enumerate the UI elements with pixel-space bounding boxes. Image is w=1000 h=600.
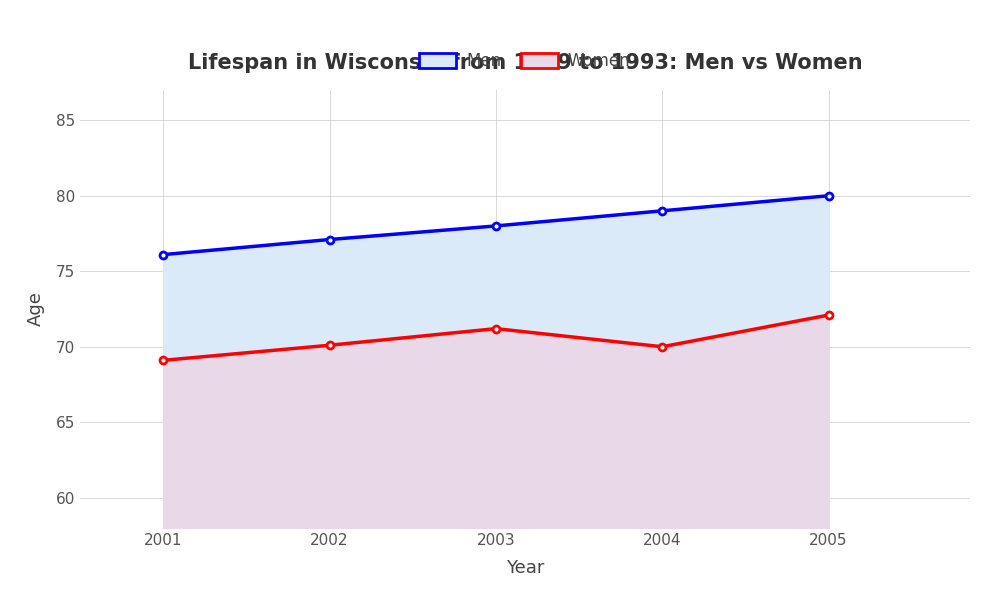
Title: Lifespan in Wisconsin from 1959 to 1993: Men vs Women: Lifespan in Wisconsin from 1959 to 1993:… xyxy=(188,53,862,73)
Y-axis label: Age: Age xyxy=(27,292,45,326)
Legend: Men, Women: Men, Women xyxy=(413,46,637,77)
X-axis label: Year: Year xyxy=(506,559,544,577)
